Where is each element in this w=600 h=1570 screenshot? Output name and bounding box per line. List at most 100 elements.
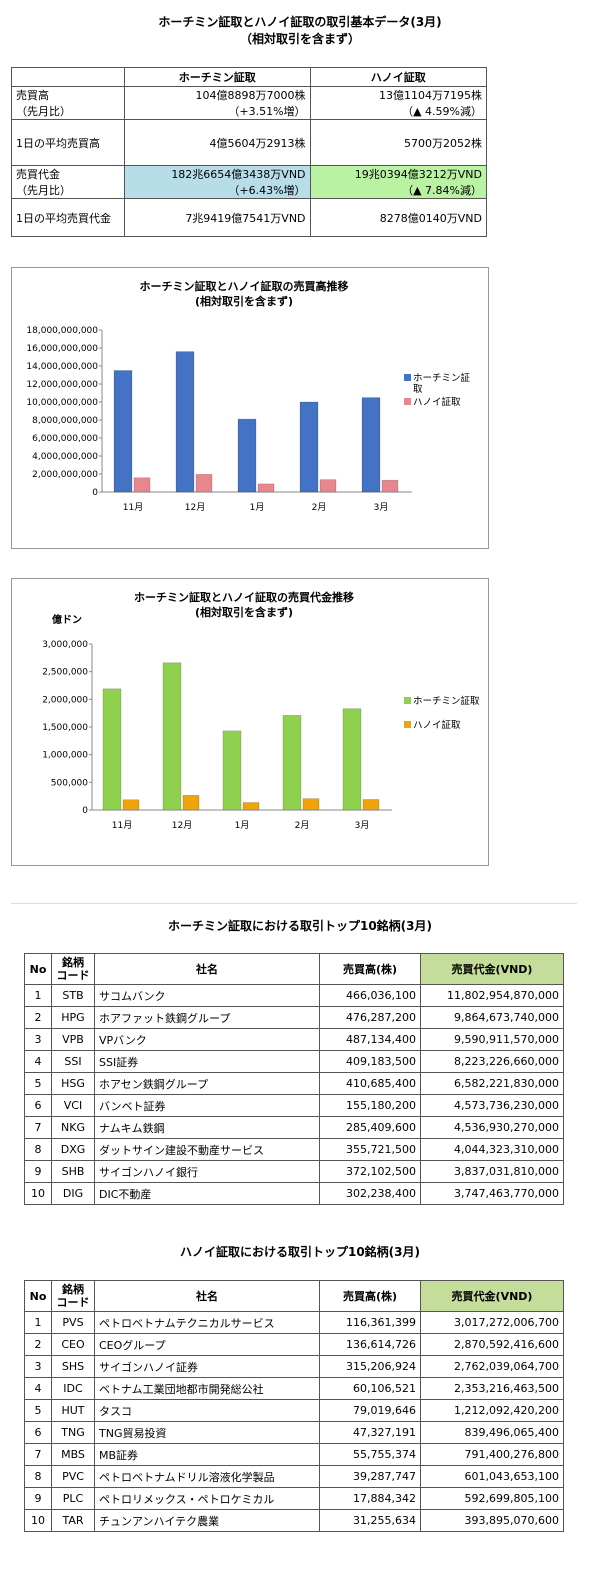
col-no: No [24,1280,52,1312]
value-chart-svg: ホーチミン証取とハノイ証取の売買代金推移(相対取引を含まず) 億ドン 0 500,00… [42,590,480,831]
code-cell: DXG [51,1138,95,1161]
table-row: 6 TNG TNG貿易投資 47,327,191 839,496,065,400 [24,1421,564,1444]
y-tick-label: 500,000 [51,778,88,788]
y-tick-label: 14,000,000,000 [26,362,98,372]
row-label: 売買代金 （先月比） [11,165,125,199]
y-tick-label: 12,000,000,000 [26,380,98,390]
col-code: 銘柄 コード [51,1280,95,1312]
volume-cell: 355,721,500 [319,1138,421,1161]
table-row: 4 SSI SSI証券 409,183,500 8,223,226,660,000 [24,1050,564,1073]
table-row: 2 CEO CEOグループ 136,614,726 2,870,592,416,600 [24,1333,564,1356]
bar-hcm [342,708,362,811]
rank-cell: 2 [24,1333,52,1356]
legend-swatch [404,721,411,728]
hnx-value: 5700万2052株 [309,119,488,166]
summary-subtitle: （相対取引を含まず） [239,32,360,46]
table-row: 1 PVS ペトロベトナムテクニカルサービス 116,361,399 3,017,272… [24,1311,564,1334]
code-cell: TAR [51,1509,95,1532]
x-tick-label: 11月 [112,820,132,831]
rank-cell: 3 [24,1028,52,1051]
volume-cell: 409,183,500 [319,1050,421,1073]
chart-title: ホーチミン証取とハノイ証取の売買高推移 [140,279,349,293]
table-row: 10 TAR チュンアンハイテク農業 31,255,634 393,895,070,60… [24,1509,564,1532]
bar-hnx [182,795,200,811]
bar-hnx [362,799,380,811]
code-cell: IDC [51,1377,95,1400]
value-cell: 393,895,070,600 [420,1509,564,1532]
company-cell: サイゴンハノイ証券 [94,1355,320,1378]
hcm-value: 104億8898万7000株 （+3.51%増） [124,86,311,120]
code-cell: HUT [51,1399,95,1422]
value-cell: 3,017,272,006,700 [420,1311,564,1334]
summary-row-volume: 売買高 （先月比） 104億8898万7000株 （+3.51%増） 13億1104… [11,86,488,120]
company-cell: ホアファット鉄鋼グループ [94,1006,320,1029]
code-cell: HPG [51,1006,95,1029]
summary-row-avg-volume: 1日の平均売買高 4億5604万2913株 5700万2052株 [11,119,488,166]
company-cell: ダットサイン建設不動産サービス [94,1138,320,1161]
chart-unit: 億ドン [52,613,82,626]
volume-cell: 410,685,400 [319,1072,421,1095]
bar-hcm [102,688,122,811]
value-cell: 11,802,954,870,000 [420,984,564,1007]
volume-cell: 487,134,400 [319,1028,421,1051]
y-tick-label: 2,000,000,000 [32,470,98,480]
company-cell: ナムキム鉄鋼 [94,1116,320,1139]
hcm-top10-title: ホーチミン証取における取引トップ10銘柄(3月) [167,919,433,933]
bar-hnx [319,479,337,493]
rank-cell: 5 [24,1072,52,1095]
company-cell: バンベト証券 [94,1094,320,1117]
table-header-row: No 銘柄 コード 社名 売買高(株) 売買代金(VND) [24,1280,564,1312]
y-tick-label: 0 [82,806,88,816]
code-cell: PLC [51,1487,95,1510]
col-volume: 売買高(株) [319,953,421,985]
code-cell: PVC [51,1465,95,1488]
value-cell: 4,536,930,270,000 [420,1116,564,1139]
company-cell: DIC不動産 [94,1182,320,1205]
company-cell: SSI証券 [94,1050,320,1073]
top10-frame [11,903,577,1569]
value-chart: ホーチミン証取とハノイ証取の売買代金推移 (相対取引を含まず) 億ドン 0 500,00… [11,578,489,866]
hnx-top10-title: ハノイ証取における取引トップ10銘柄(3月) [179,1245,421,1259]
y-tick-label: 8,000,000,000 [32,416,98,426]
bar-hnx [242,802,260,811]
volume-cell: 466,036,100 [319,984,421,1007]
y-tick-label: 6,000,000,000 [32,434,98,444]
bar-hnx [381,479,399,493]
col-value: 売買代金(VND) [420,1280,564,1312]
table-row: 9 PLC ペトロリメックス・ペトロケミカル 17,884,342 592,699,80… [24,1487,564,1510]
value-cell: 4,573,736,230,000 [420,1094,564,1117]
code-cell: DIG [51,1182,95,1205]
company-cell: タスコ [94,1399,320,1422]
col-hnx-header: ハノイ証取 [309,67,488,87]
rank-cell: 3 [24,1355,52,1378]
chart-subtitle: (相対取引を含まず) [195,294,293,308]
volume-cell: 302,238,400 [319,1182,421,1205]
hnx-value: 19兆0394億3212万VND （▲ 7.84%減） [309,165,488,199]
volume-chart: ホーチミン証取とハノイ証取の売買高推移 (相対取引を含まず) 0 2,000,000,… [11,267,489,549]
x-tick-label: 11月 [123,502,143,513]
y-tick-label: 18,000,000,000 [26,326,98,336]
table-row: 3 VPB VPバンク 487,134,400 9,590,911,570,000 [24,1028,564,1051]
col-company: 社名 [94,1280,320,1312]
rank-cell: 8 [24,1138,52,1161]
y-tick-label: 0 [92,488,98,498]
bar-hcm [222,730,242,811]
company-cell: VPバンク [94,1028,320,1051]
x-tick-label: 12月 [185,502,205,513]
value-cell: 9,864,673,740,000 [420,1006,564,1029]
value-cell: 839,496,065,400 [420,1421,564,1444]
rank-cell: 1 [24,1311,52,1334]
company-cell: ペトロベトナムドリル溶液化学製品 [94,1465,320,1488]
value-cell: 601,043,653,100 [420,1465,564,1488]
legend-swatch [404,398,411,405]
y-tick-label: 10,000,000,000 [26,398,98,408]
table-row: 8 DXG ダットサイン建設不動産サービス 355,721,500 4,044,323,… [24,1138,564,1161]
legend-label: ホーチミン証 [413,372,471,384]
row-label: 1日の平均売買高 [11,119,125,166]
volume-cell: 60,106,521 [319,1377,421,1400]
x-tick-label: 3月 [374,502,389,513]
col-volume: 売買高(株) [319,1280,421,1312]
bar-hcm [282,715,302,811]
rank-cell: 5 [24,1399,52,1422]
y-tick-label: 4,000,000,000 [32,452,98,462]
